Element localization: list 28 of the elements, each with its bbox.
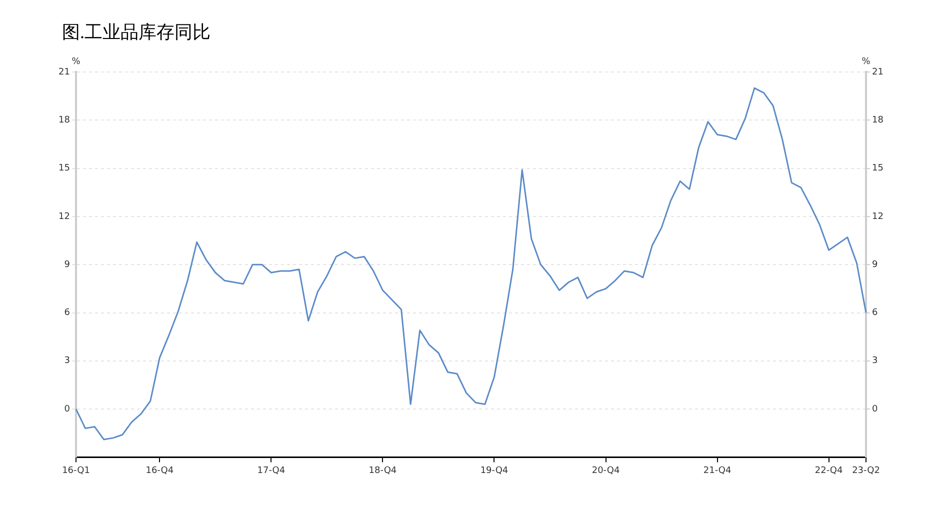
x-tick-label: 20-Q4 (592, 466, 620, 476)
x-tick-label: 16-Q1 (62, 466, 90, 476)
y-tick-label: 3 (64, 356, 70, 366)
y2-tick-label: 9 (872, 260, 878, 270)
y-tick-label: 6 (64, 308, 70, 318)
y2-tick-label: 0 (872, 404, 878, 414)
y2-tick-label: 6 (872, 308, 878, 318)
y2-tick-label: 12 (872, 212, 884, 222)
x-tick-label: 18-Q4 (368, 466, 397, 476)
y-tick-label: 9 (64, 260, 70, 270)
y-tick-label: 0 (64, 404, 70, 414)
x-tick-label: 23-Q2 (852, 466, 880, 476)
x-tick-label: 17-Q4 (257, 466, 286, 476)
y2-tick-label: 3 (872, 356, 878, 366)
y-tick-label: 18 (58, 115, 70, 126)
x-tick-label: 21-Q4 (703, 466, 732, 476)
chart-title: 图.工业品库存同比 (62, 21, 210, 44)
y2-axis-title: % (862, 56, 871, 67)
y-tick-label: 15 (58, 164, 70, 174)
y2-tick-label: 21 (872, 67, 884, 78)
x-tick-label: 19-Q4 (480, 466, 508, 476)
x-tick-label: 16-Q4 (146, 466, 174, 476)
y-tick-label: 12 (58, 212, 70, 222)
y2-tick-label: 18 (872, 115, 884, 126)
y-axis-title: % (72, 56, 81, 67)
y2-tick-label: 15 (872, 164, 884, 174)
y-tick-label: 21 (58, 67, 70, 78)
x-tick-label: 22-Q4 (814, 466, 844, 476)
